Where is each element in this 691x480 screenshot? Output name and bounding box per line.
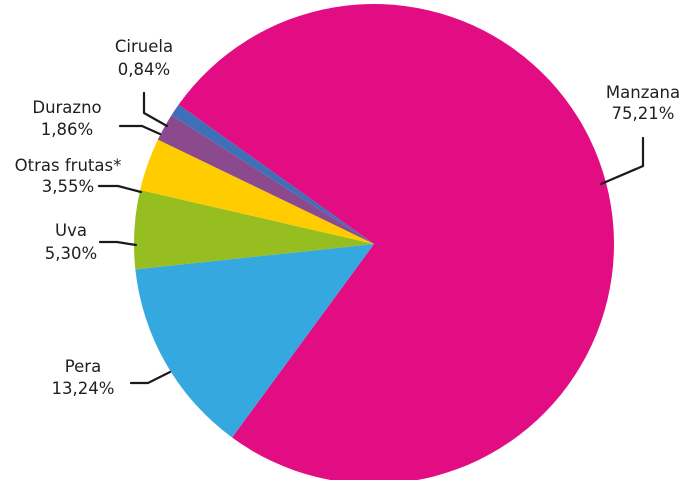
leader-line-uva	[98, 240, 138, 247]
leader-line-ciruela	[142, 91, 169, 128]
slice-uva	[133, 190, 374, 270]
slice-label-manzana: Manzana	[606, 83, 680, 102]
slice-label-pera: Pera	[65, 357, 101, 376]
labels-layer: Manzana 75,21% Pera 13,24% Uva 5,30% Otras fru…	[15, 37, 680, 398]
slice-value-otras-frutas: 3,55%	[42, 177, 94, 196]
slice-value-durazno: 1,86%	[41, 120, 93, 139]
slice-label-uva: Uva	[55, 221, 87, 240]
leaders-layer	[97, 91, 645, 385]
slice-otras-frutas	[140, 139, 374, 244]
slice-label-otras-frutas: Otras frutas*	[15, 156, 122, 175]
slice-durazno	[157, 115, 374, 244]
slice-value-pera: 13,24%	[52, 379, 115, 398]
slice-label-durazno: Durazno	[32, 98, 101, 117]
slice-ciruela	[171, 104, 374, 244]
slice-value-ciruela: 0,84%	[118, 60, 170, 79]
leader-line-otras-frutas	[97, 184, 143, 194]
slice-label-ciruela: Ciruela	[115, 37, 173, 56]
leader-line-manzana	[599, 136, 645, 186]
slices-layer	[133, 4, 614, 480]
slice-value-manzana: 75,21%	[612, 104, 675, 123]
slice-pera	[135, 244, 374, 438]
slice-value-uva: 5,30%	[45, 244, 97, 263]
slice-manzana	[178, 4, 614, 480]
leader-line-pera	[129, 370, 172, 385]
leader-line-durazno	[118, 124, 162, 136]
